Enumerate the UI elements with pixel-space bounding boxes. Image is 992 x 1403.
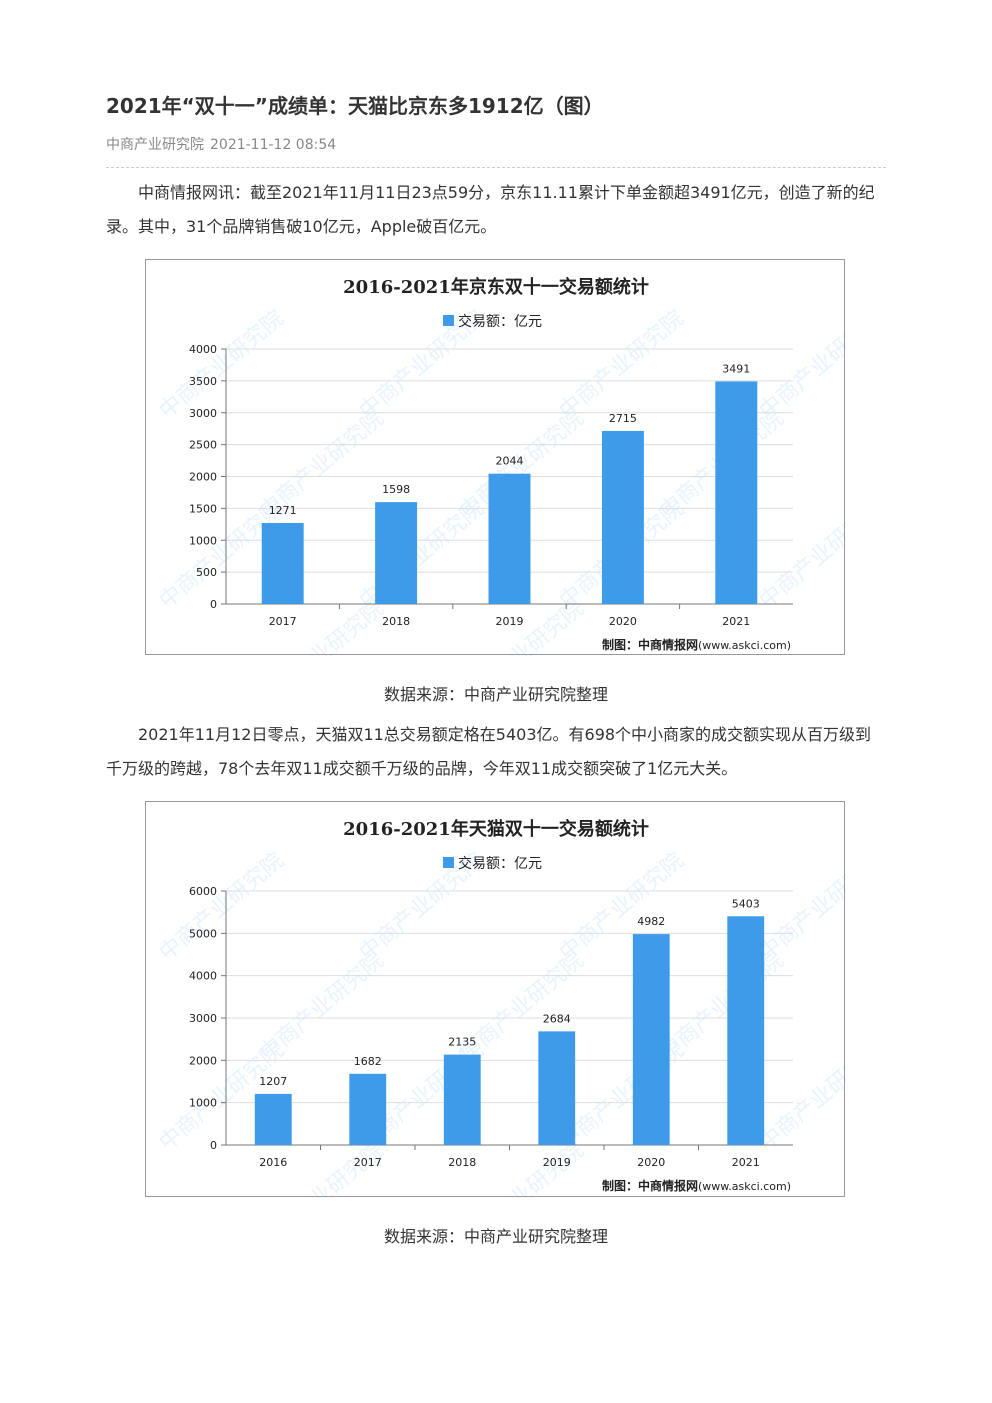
watermark-text: 中商产业研究院 bbox=[755, 1038, 846, 1156]
paragraph-2: 2021年11月12日零点，天猫双11总交易额定格在5403亿。有698个中小商… bbox=[106, 725, 872, 778]
data-label: 2135 bbox=[448, 1036, 476, 1049]
chart-title: 2016-2021年京东双十一交易额统计 bbox=[343, 276, 649, 298]
y-tick-label: 2500 bbox=[189, 439, 217, 452]
x-tick-label: 2018 bbox=[448, 1156, 476, 1169]
y-tick-label: 4000 bbox=[189, 970, 217, 983]
watermark-text: 中商产业研究院 bbox=[155, 848, 289, 966]
bar bbox=[443, 1054, 481, 1145]
watermark-text: 中商产业研究院 bbox=[255, 948, 389, 1066]
y-tick-label: 1500 bbox=[189, 502, 217, 515]
article-datetime: 2021-11-12 08:54 bbox=[210, 137, 337, 153]
y-tick-label: 500 bbox=[196, 566, 217, 579]
data-label: 1682 bbox=[354, 1055, 382, 1068]
jd-chart: 中商产业研究院 中商产业研究院 中商产业研究院 中商产业研究院 中商产业研究院 中商产业研… bbox=[145, 259, 846, 656]
legend-swatch bbox=[443, 857, 454, 868]
x-tick-label: 2017 bbox=[269, 615, 297, 628]
bar bbox=[601, 430, 644, 604]
bar bbox=[261, 522, 304, 604]
legend-swatch bbox=[443, 315, 454, 326]
data-label: 5403 bbox=[732, 897, 760, 910]
x-tick-label: 2018 bbox=[382, 615, 410, 628]
x-tick-label: 2021 bbox=[722, 615, 750, 628]
bar bbox=[632, 934, 670, 1145]
watermark-text: 中商产业研究院 bbox=[555, 306, 689, 424]
watermark-text: 中商产业研究院 bbox=[755, 848, 846, 966]
paragraph-1: 中商情报网讯：截至2021年11月11日23点59分，京东11.11累计下单金额… bbox=[106, 183, 875, 236]
article-title: 2021年“双十一”成绩单：天猫比京东多1912亿（图） bbox=[106, 94, 604, 118]
y-tick-label: 5000 bbox=[189, 927, 217, 940]
y-tick-label: 6000 bbox=[189, 885, 217, 898]
y-tick-label: 3500 bbox=[189, 375, 217, 388]
y-tick-label: 3000 bbox=[189, 407, 217, 420]
title-divider bbox=[106, 167, 886, 168]
data-label: 4982 bbox=[637, 915, 665, 928]
x-tick-label: 2019 bbox=[496, 615, 524, 628]
data-label: 2715 bbox=[609, 412, 637, 425]
bar bbox=[715, 381, 758, 604]
data-label: 1207 bbox=[259, 1075, 287, 1088]
bar bbox=[727, 916, 765, 1145]
article-source[interactable]: 中商产业研究院 bbox=[106, 137, 204, 153]
chart-credit: 制图：中商情报网(www.askci.com) bbox=[602, 637, 791, 652]
y-tick-label: 3000 bbox=[189, 1012, 217, 1025]
legend-label: 交易额：亿元 bbox=[458, 855, 542, 872]
watermark-text: 中商产业研究院 bbox=[755, 306, 846, 424]
bar bbox=[375, 502, 418, 604]
watermark-text: 中商产业研究院 bbox=[655, 948, 789, 1066]
bar bbox=[349, 1073, 387, 1145]
watermark-text: 中商产业研究院 bbox=[755, 496, 846, 614]
legend-label: 交易额：亿元 bbox=[458, 313, 542, 330]
x-tick-label: 2021 bbox=[732, 1156, 760, 1169]
caption-2: 数据来源：中商产业研究院整理 bbox=[383, 1227, 608, 1246]
x-tick-label: 2020 bbox=[637, 1156, 665, 1169]
chart-credit: 制图：中商情报网(www.askci.com) bbox=[602, 1178, 791, 1193]
bar bbox=[538, 1031, 576, 1145]
x-tick-label: 2016 bbox=[259, 1156, 287, 1169]
tmall-chart: 中商产业研究院 中商产业研究院 中商产业研究院 中商产业研究院 中商产业研究院 中商产业研… bbox=[145, 801, 846, 1198]
data-label: 3491 bbox=[722, 362, 750, 375]
chart-title: 2016-2021年天猫双十一交易额统计 bbox=[343, 818, 649, 840]
byline: 中商产业研究院 2021-11-12 08:54 bbox=[106, 136, 342, 154]
x-tick-label: 2020 bbox=[609, 615, 637, 628]
data-label: 1271 bbox=[269, 504, 297, 517]
y-tick-label: 2000 bbox=[189, 471, 217, 484]
y-tick-label: 0 bbox=[210, 598, 217, 611]
caption-1: 数据来源：中商产业研究院整理 bbox=[383, 685, 608, 704]
x-tick-label: 2019 bbox=[543, 1156, 571, 1169]
x-tick-label: 2017 bbox=[354, 1156, 382, 1169]
y-tick-label: 2000 bbox=[189, 1054, 217, 1067]
y-tick-label: 4000 bbox=[189, 343, 217, 356]
y-tick-label: 1000 bbox=[189, 1097, 217, 1110]
data-label: 1598 bbox=[382, 483, 410, 496]
bar bbox=[488, 473, 531, 604]
watermark-text: 中商产业研究院 bbox=[155, 306, 289, 424]
data-label: 2044 bbox=[496, 455, 524, 468]
bar bbox=[254, 1093, 292, 1145]
y-tick-label: 0 bbox=[210, 1139, 217, 1152]
y-tick-label: 1000 bbox=[189, 534, 217, 547]
data-label: 2684 bbox=[543, 1012, 571, 1025]
